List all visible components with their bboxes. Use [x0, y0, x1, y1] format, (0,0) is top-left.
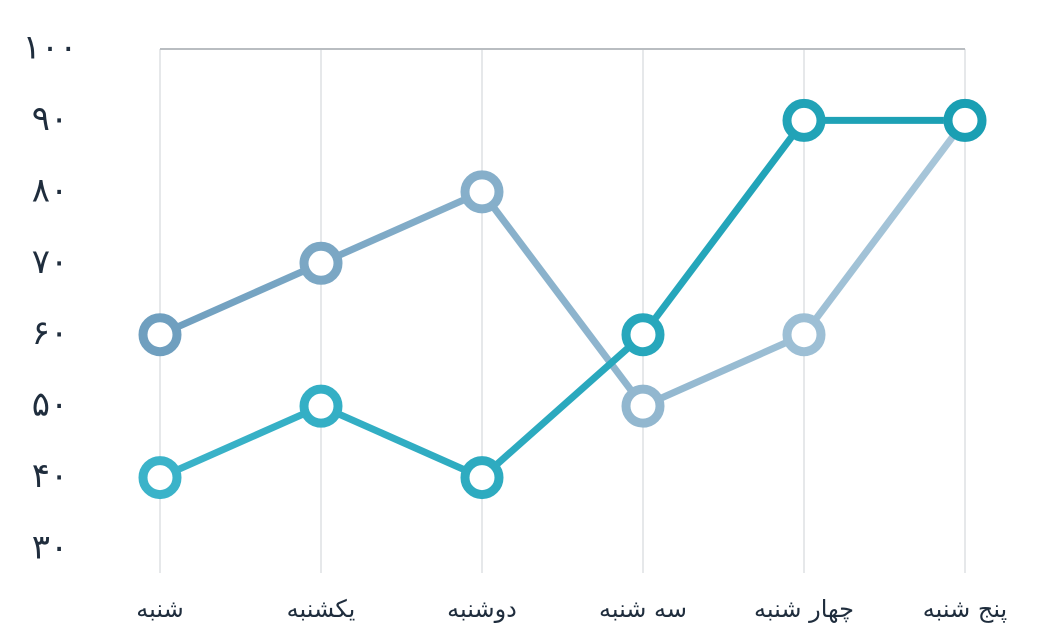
y-axis: ۳۰ ۴۰ ۵۰ ۶۰ ۷۰ ۸۰ ۹۰ ۱۰۰: [23, 28, 78, 568]
y-tick-label: ۷۰: [32, 242, 69, 282]
y-tick-label: ۵۰: [32, 385, 69, 425]
series-line-1: [156, 116, 969, 410]
series-line-2: [156, 116, 969, 482]
y-tick-label: ۹۰: [32, 99, 69, 139]
x-tick-label: شنبه: [136, 595, 183, 623]
x-tick-label: یکشنبه: [287, 595, 356, 623]
series-points: [138, 98, 987, 500]
series-1-point[interactable]: [138, 313, 182, 357]
series-2-point[interactable]: [138, 456, 182, 500]
y-tick-label: ۶۰: [32, 313, 69, 353]
x-axis: شنبه یکشنبه دوشنبه سه شنبه چهار شنبه پنج شنبه: [136, 595, 1007, 623]
y-tick-label: ۸۰: [32, 170, 69, 210]
series-1-point[interactable]: [460, 170, 504, 214]
series-2-point[interactable]: [460, 456, 504, 500]
series-2-point[interactable]: [943, 98, 987, 142]
x-tick-label: پنج شنبه: [923, 595, 1008, 623]
grid-lines: [159, 48, 966, 573]
series-1-point[interactable]: [621, 384, 665, 428]
series-lines: [156, 116, 969, 482]
series-2-point[interactable]: [621, 313, 665, 357]
x-tick-label: چهار شنبه: [754, 595, 854, 623]
y-tick-label: ۳۰: [32, 528, 69, 568]
series-2-point[interactable]: [299, 384, 343, 428]
series-2-point[interactable]: [782, 98, 826, 142]
x-tick-label: دوشنبه: [447, 595, 517, 623]
series-1-point[interactable]: [782, 313, 826, 357]
x-tick-label: سه شنبه: [599, 595, 687, 623]
series-1-point[interactable]: [299, 241, 343, 285]
y-tick-label: ۱۰۰: [23, 28, 78, 68]
y-tick-label: ۴۰: [32, 456, 69, 496]
